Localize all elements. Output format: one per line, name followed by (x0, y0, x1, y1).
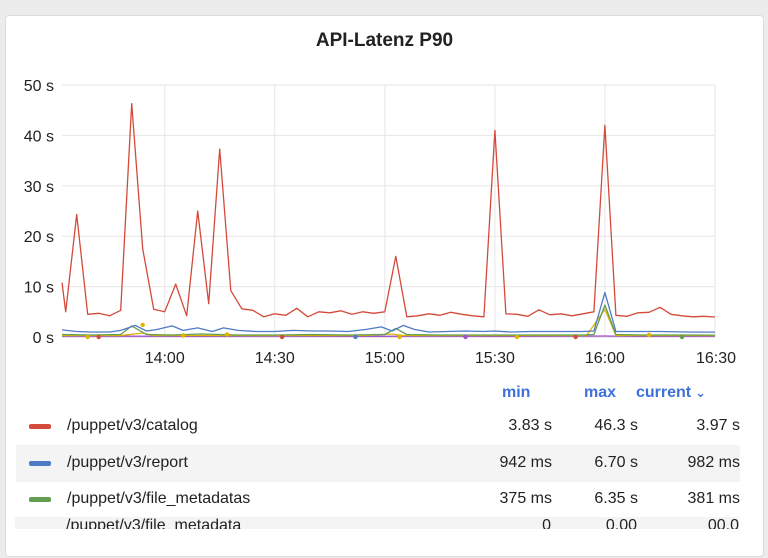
series-point (180, 333, 186, 338)
legend-max-value: 0.00 (605, 517, 637, 529)
series-point (279, 334, 285, 340)
x-tick-label: 16:30 (696, 350, 736, 367)
legend-row-file-metadatas[interactable]: /puppet/v3/file_metadatas 375 ms 6.35 s … (16, 481, 740, 518)
x-tick-label: 15:30 (475, 350, 515, 367)
y-tick-label: 50 s (24, 78, 54, 95)
y-tick-label: 0 s (33, 330, 54, 347)
series-point (646, 332, 652, 338)
legend-series-name: /puppet/v3/catalog (67, 417, 198, 434)
latency-chart: 0 s 10 s 20 s 30 s 40 s 50 s 14:00 14:30 15:00 15… (24, 78, 736, 367)
legend-max-value: 6.70 s (594, 454, 638, 471)
series-point (679, 334, 685, 340)
legend-header-max[interactable]: max (584, 384, 617, 401)
legend-min-value: 3.83 s (508, 417, 552, 434)
chevron-down-icon: ⌄ (695, 385, 707, 400)
x-tick-label: 14:00 (145, 350, 185, 367)
legend-current-value: 381 ms (687, 490, 740, 507)
legend-header-current-label: current (636, 384, 692, 401)
series-color-swatch (29, 461, 51, 466)
series-point (397, 334, 402, 340)
legend-series-name: /puppet/v3/file_metadata (66, 517, 242, 529)
y-tick-label: 40 s (24, 128, 54, 145)
series-point (353, 334, 358, 340)
legend-row-catalog[interactable]: /puppet/v3/catalog 3.83 s 46.3 s 3.97 s (16, 408, 740, 445)
x-tick-label: 16:00 (585, 350, 625, 367)
legend-row-partial[interactable]: /puppet/v3/file_metadata 0 0.00 00.0 (15, 517, 739, 529)
series-point (96, 334, 101, 340)
x-tick-label: 14:30 (255, 350, 295, 367)
legend-current-value: 00.0 (707, 517, 739, 529)
y-tick-label: 30 s (24, 179, 54, 196)
y-tick-label: 10 s (24, 280, 54, 297)
legend-current-value: 982 ms (687, 454, 740, 471)
series-point (85, 334, 90, 340)
series-point (463, 334, 468, 340)
legend-row-report[interactable]: /puppet/v3/report 942 ms 6.70 s 982 ms (16, 445, 740, 482)
legend-min-value: 375 ms (499, 490, 552, 507)
y-tick-label: 20 s (24, 229, 54, 246)
legend-min-value: 942 ms (499, 454, 552, 471)
series-line-file_metadatas (61, 304, 716, 336)
legend-min-value: 0 (542, 517, 551, 529)
legend-header-current[interactable]: current ⌄ (636, 384, 706, 402)
series-color-swatch (29, 424, 51, 429)
series-point (573, 334, 578, 340)
legend-header-min[interactable]: min (502, 384, 531, 401)
panel-title: API-Latenz P90 (315, 30, 454, 51)
legend-series-name: /puppet/v3/report (67, 454, 188, 471)
series-point (514, 334, 520, 340)
x-tick-label: 15:00 (365, 350, 405, 367)
series-color-swatch (29, 497, 51, 502)
legend-current-value: 3.97 s (696, 417, 740, 434)
legend-header: min max current ⌄ (6, 384, 763, 408)
legend-series-name: /puppet/v3/file_metadatas (67, 490, 251, 507)
legend-max-value: 6.35 s (594, 490, 638, 507)
series-point (224, 332, 230, 337)
series-line-catalog (61, 102, 716, 318)
chart-panel: API-Latenz P90 0 s 10 s 20 s 30 s 40 s 50 s 14… (5, 15, 764, 557)
series-line-report (61, 291, 716, 333)
legend-max-value: 46.3 s (594, 417, 638, 434)
series-point (140, 322, 145, 328)
